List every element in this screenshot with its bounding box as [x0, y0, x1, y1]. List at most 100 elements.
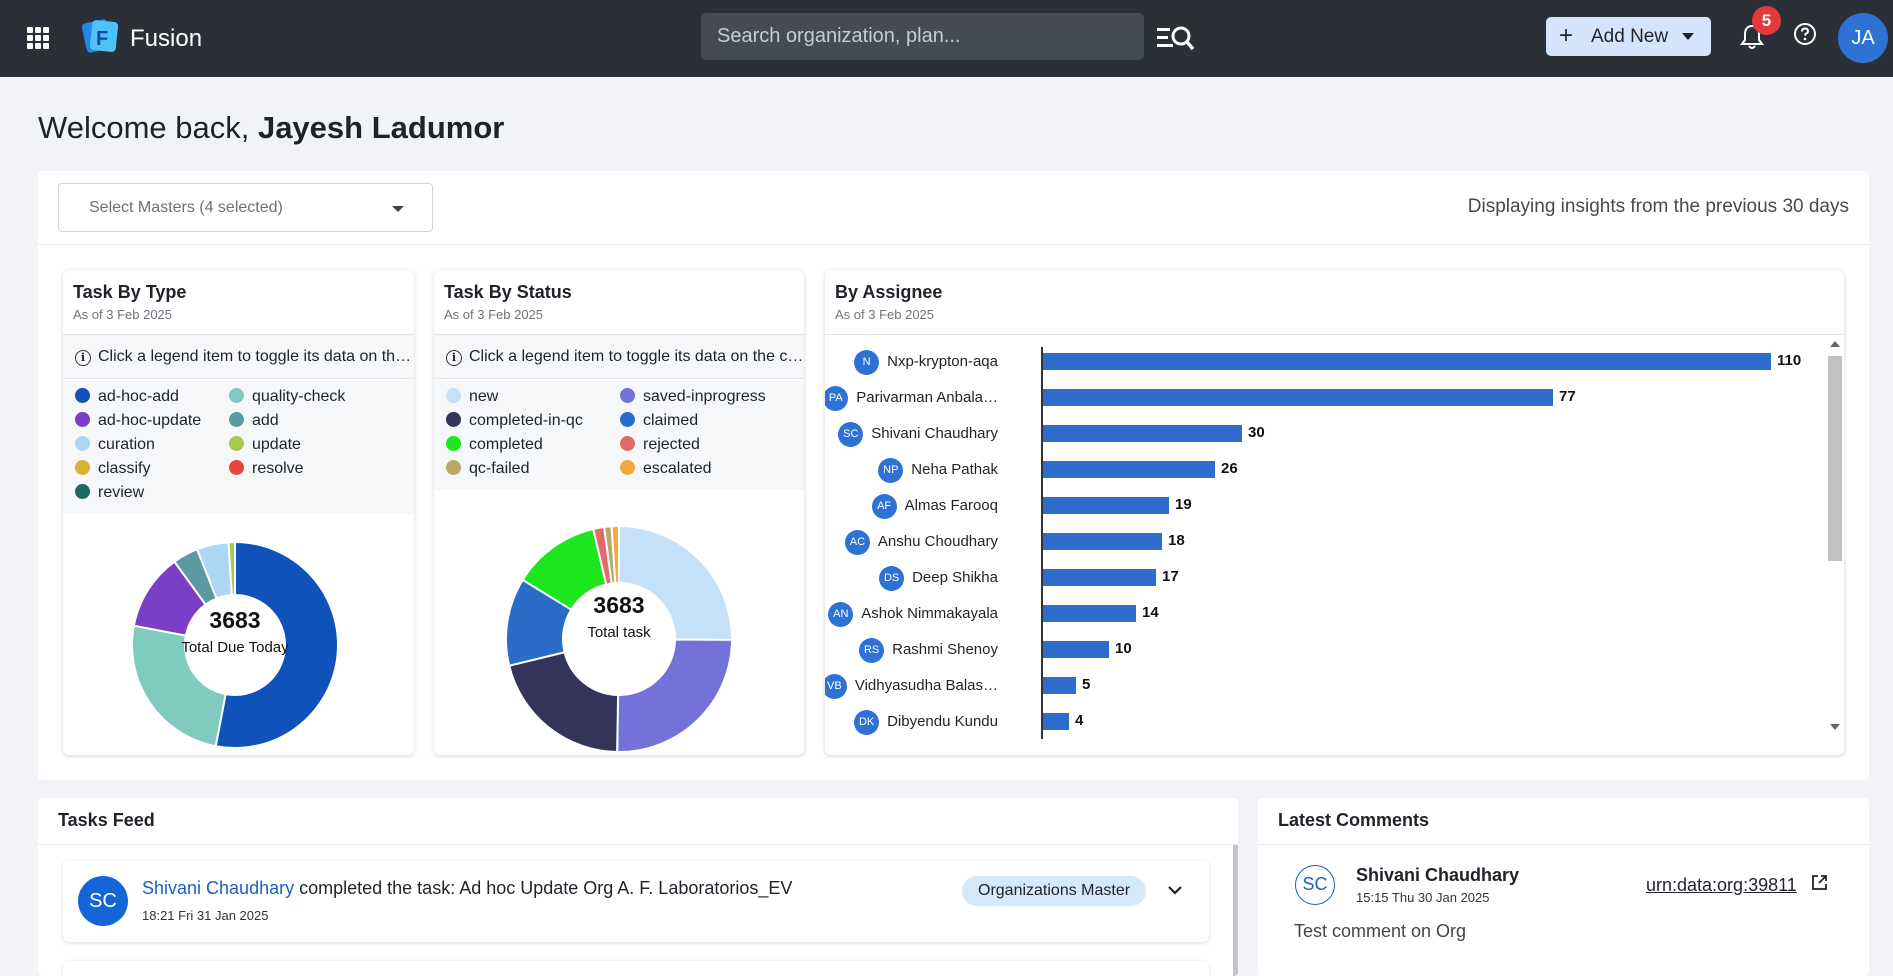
legend-swatch — [75, 436, 90, 451]
assignee-row[interactable]: Vidhyasudha Balas… VB 5 — [825, 674, 1825, 704]
legend-item[interactable]: curation — [75, 436, 155, 454]
assignee-row[interactable]: Dibyendu Kundu DK 4 — [825, 710, 1825, 740]
donut-slice-update[interactable] — [227, 540, 236, 597]
assignee-name: Parivarman Anbala… — [856, 389, 998, 406]
assignee-row[interactable]: Neha Pathak NP 26 — [825, 458, 1825, 488]
legend-label: quality-check — [252, 388, 346, 405]
scroll-down-arrow-icon[interactable] — [1830, 724, 1840, 730]
legend-hint: i Click a legend item to toggle its data… — [63, 335, 414, 379]
assignee-avatar: SC — [838, 422, 864, 447]
legend-item[interactable]: completed — [446, 436, 543, 454]
legend-label: curation — [98, 436, 155, 453]
donut-slice-new[interactable] — [618, 524, 733, 641]
legend-swatch — [75, 388, 90, 403]
fusion-logo[interactable]: F — [82, 17, 120, 55]
assignee-bar[interactable] — [1043, 497, 1169, 514]
legend-item[interactable]: resolve — [229, 460, 304, 478]
legend-item[interactable]: rejected — [620, 436, 700, 454]
task-by-type-card: Task By Type As of 3 Feb 2025 i Click a … — [63, 270, 414, 755]
assignee-row[interactable]: Anshu Choudhary AC 18 — [825, 530, 1825, 560]
legend-swatch — [620, 460, 635, 475]
master-tag: Organizations Master — [962, 876, 1147, 906]
assignee-bar[interactable] — [1043, 461, 1215, 478]
assignee-bar[interactable] — [1043, 713, 1069, 730]
legend-hint-text: Click a legend item to toggle its data o… — [98, 348, 414, 365]
assignee-avatar: AF — [871, 494, 897, 519]
tasks-feed-panel: Tasks Feed SC Shivani Chaudhary complete… — [38, 798, 1238, 976]
divider — [434, 334, 804, 335]
comment-urn-link[interactable]: urn:data:org:39811 — [1646, 875, 1797, 895]
comment-author: Shivani Chaudhary — [1356, 865, 1520, 885]
search-input[interactable]: Search organization, plan... — [701, 13, 1144, 60]
assignee-bar-value: 5 — [1082, 676, 1091, 693]
legend-item[interactable]: qc-failed — [446, 460, 529, 478]
assignee-bar-value: 30 — [1248, 424, 1265, 441]
legend-item[interactable]: ad-hoc-update — [75, 412, 201, 430]
legend-item[interactable]: saved-inprogress — [620, 388, 766, 406]
donut-slice-saved-inprogress[interactable] — [616, 638, 734, 753]
legend-item[interactable]: classify — [75, 460, 150, 478]
assignee-bar[interactable] — [1043, 425, 1242, 442]
donut-slice-escalated[interactable] — [610, 524, 620, 585]
assignee-bar[interactable] — [1043, 353, 1771, 370]
feed-user-link[interactable]: Shivani Chaudhary — [142, 878, 295, 898]
card-title: Task By Status — [444, 282, 572, 302]
assignee-row[interactable]: Nxp-krypton-aqa N 110 — [825, 350, 1825, 380]
latest-comments-panel: Latest Comments SC Shivani Chaudhary 15:… — [1258, 798, 1869, 976]
plus-icon: + — [1559, 22, 1574, 49]
legend-item[interactable]: escalated — [620, 460, 712, 478]
assignee-row[interactable]: Rashmi Shenoy RS 10 — [825, 638, 1825, 668]
legend-label: rejected — [643, 436, 700, 453]
scrollbar-thumb[interactable] — [1828, 356, 1842, 561]
legend-item[interactable]: quality-check — [229, 388, 345, 406]
legend-item[interactable]: ad-hoc-add — [75, 388, 179, 406]
legend-item[interactable]: claimed — [620, 412, 698, 430]
legend-item[interactable]: update — [229, 436, 301, 454]
card-as-of: As of 3 Feb 2025 — [73, 307, 173, 322]
assignee-bar[interactable] — [1043, 677, 1076, 694]
donut-slice-ad-hoc-add[interactable] — [214, 540, 339, 749]
add-new-button[interactable]: + Add New — [1546, 17, 1711, 56]
legend-item[interactable]: completed-in-qc — [446, 412, 583, 430]
assignee-name: Anshu Choudhary — [877, 533, 998, 550]
external-link-icon[interactable] — [1811, 874, 1828, 891]
divider — [63, 334, 414, 335]
legend-label: completed-in-qc — [469, 412, 583, 429]
assignee-row[interactable]: Shivani Chaudhary SC 30 — [825, 422, 1825, 452]
assignee-name: Shivani Chaudhary — [871, 425, 998, 442]
legend-label: new — [469, 388, 499, 405]
card-as-of: As of 3 Feb 2025 — [835, 307, 935, 322]
user-avatar[interactable]: JA — [1838, 13, 1888, 63]
assignee-bar[interactable] — [1043, 533, 1162, 550]
assignee-row[interactable]: Parivarman Anbala… PA 77 — [825, 386, 1825, 416]
help-icon[interactable] — [1793, 22, 1817, 46]
masters-select[interactable]: Select Masters (4 selected) — [58, 183, 433, 232]
apps-grid-icon[interactable] — [27, 27, 49, 49]
legend-item[interactable]: review — [75, 484, 144, 502]
legend-item[interactable]: new — [446, 388, 498, 406]
assignee-row[interactable]: Deep Shikha DS 17 — [825, 566, 1825, 596]
assignee-row[interactable]: Almas Farooq AF 19 — [825, 494, 1825, 524]
chart-scrollbar[interactable] — [1826, 336, 1843, 736]
legend-swatch — [229, 460, 244, 475]
assignee-bar[interactable] — [1043, 389, 1553, 406]
assignee-row[interactable]: Ashok Nimmakayala AN 14 — [825, 602, 1825, 632]
donut-slice-quality-check[interactable] — [131, 624, 227, 748]
assignee-bar[interactable] — [1043, 641, 1109, 658]
assignee-bar[interactable] — [1043, 569, 1156, 586]
feed-item[interactable]: SC Shivani Chaudhary completed the task:… — [63, 861, 1209, 942]
advanced-search-icon[interactable] — [1157, 23, 1195, 53]
feed-scrollbar[interactable] — [1233, 845, 1238, 976]
assignee-bar-value: 14 — [1142, 604, 1159, 621]
legend-item[interactable]: add — [229, 412, 279, 430]
divider — [1258, 844, 1869, 845]
scroll-up-arrow-icon[interactable] — [1830, 341, 1840, 347]
donut-center-value: 3683 — [593, 592, 645, 618]
feed-item[interactable] — [63, 961, 1209, 976]
donut-slice-completed-in-qc[interactable] — [507, 651, 620, 754]
feed-item-time: 18:21 Fri 31 Jan 2025 — [142, 908, 269, 923]
comment-time: 15:15 Thu 30 Jan 2025 — [1356, 890, 1490, 905]
task-by-status-card: Task By Status As of 3 Feb 2025 i Click … — [434, 270, 804, 755]
chevron-down-icon[interactable] — [1168, 883, 1182, 897]
assignee-bar[interactable] — [1043, 605, 1136, 622]
